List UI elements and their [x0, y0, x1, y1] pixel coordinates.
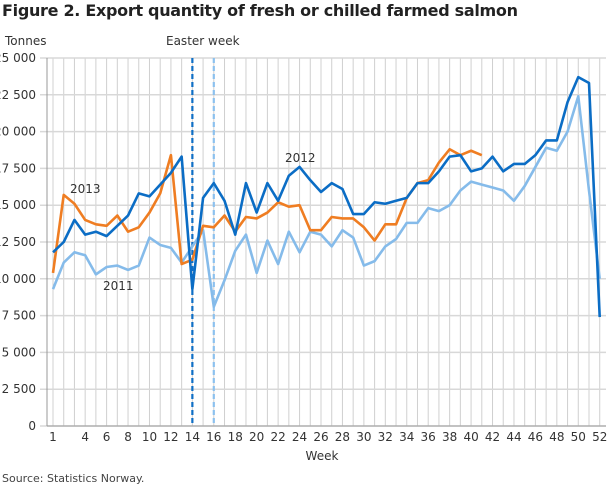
x-tick-label: 34 — [399, 430, 414, 444]
x-tick-label: 48 — [549, 430, 564, 444]
series-line-2012 — [52, 75, 602, 318]
y-tick-label: 12 500 — [0, 235, 36, 249]
x-tick-label: 42 — [485, 430, 500, 444]
y-tick-label: 10 000 — [0, 272, 36, 286]
x-tick-label: 16 — [206, 430, 221, 444]
y-tick-label: 22 500 — [0, 88, 36, 102]
x-tick-label: 46 — [528, 430, 543, 444]
x-tick-label: 12 — [163, 430, 178, 444]
x-tick-label: 4 — [81, 430, 89, 444]
y-tick-label: 15 000 — [0, 198, 36, 212]
x-tick-label: 30 — [356, 430, 371, 444]
y-tick-label: 20 000 — [0, 125, 36, 139]
annotation-label: 2011 — [103, 279, 134, 293]
x-axis-label: Week — [306, 449, 339, 463]
series-line-2011 — [51, 94, 602, 309]
x-tick-label: 38 — [442, 430, 457, 444]
annotation-label: 2012 — [285, 151, 316, 165]
x-tick-label: 14 — [185, 430, 200, 444]
x-tick-label: 10 — [142, 430, 157, 444]
x-tick-label: 20 — [249, 430, 264, 444]
x-tick-label: 36 — [421, 430, 436, 444]
x-tick-label: 52 — [592, 430, 607, 444]
source-note: Source: Statistics Norway. — [2, 472, 145, 485]
x-tick-label: 6 — [103, 430, 111, 444]
x-tick-label: 1 — [49, 430, 57, 444]
x-tick-label: 28 — [335, 430, 350, 444]
chart-title: Figure 2. Export quantity of fresh or ch… — [2, 1, 518, 20]
y-tick-label: 17 500 — [0, 161, 36, 175]
y-tick-label: 5 000 — [2, 345, 36, 359]
x-tick-label: 44 — [506, 430, 521, 444]
y-tick-label: 0 — [28, 419, 36, 433]
y-axis-label: Tonnes — [4, 34, 46, 48]
y-tick-label: 7 500 — [2, 309, 36, 323]
x-tick-label: 40 — [463, 430, 478, 444]
x-tick-label: 22 — [270, 430, 285, 444]
x-tick-label: 26 — [313, 430, 328, 444]
annotation-label: Easter week — [166, 34, 240, 48]
x-tick-label: 18 — [228, 430, 243, 444]
x-tick-label: 8 — [124, 430, 132, 444]
x-tick-label: 24 — [292, 430, 307, 444]
annotation-label: 2013 — [70, 182, 101, 196]
x-tick-label: 32 — [378, 430, 393, 444]
x-tick-label: 50 — [571, 430, 586, 444]
y-tick-label: 2 500 — [2, 382, 36, 396]
y-tick-label: 25 000 — [0, 51, 36, 65]
